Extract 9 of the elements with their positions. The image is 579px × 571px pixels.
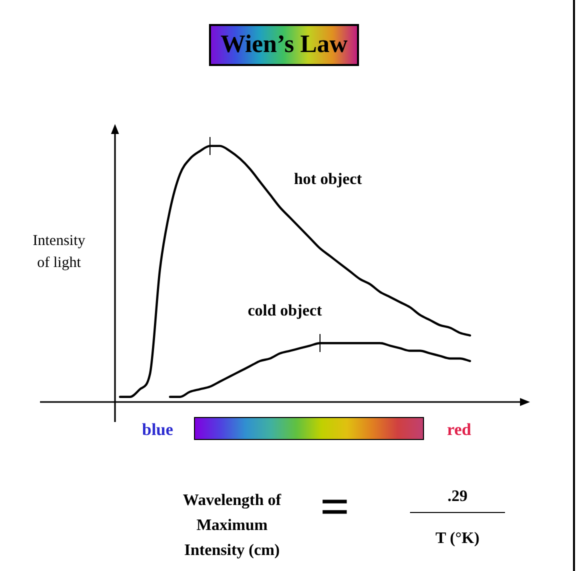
text: .29 [410,488,505,513]
text: Wavelength of Maximum Intensity (cm) [182,491,282,561]
text: = [320,479,350,536]
y-axis-title: Intensity of light [32,232,86,273]
series-label: cold object [248,302,323,320]
text: red [447,420,472,440]
text: T (°K) [434,530,480,548]
series-label: hot object [294,171,363,188]
text: blue [142,420,174,440]
